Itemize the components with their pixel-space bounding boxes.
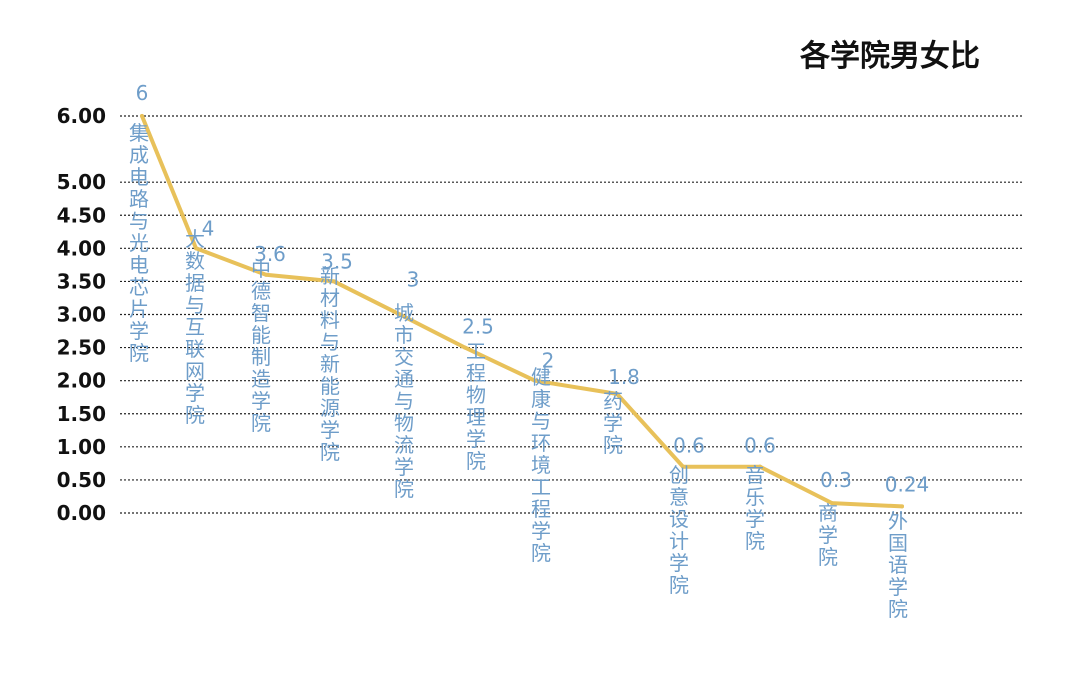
y-axis-ticks: 0.00 0.50 1.00 1.50 2.00 2.50 3.00 3.50 4.00 4.50… bbox=[57, 104, 106, 525]
data-label: 4 bbox=[202, 216, 215, 240]
y-tick-label: 2.50 bbox=[57, 336, 106, 360]
data-label: 3.6 bbox=[254, 242, 286, 266]
chart-title: 各学院男女比 bbox=[799, 39, 980, 74]
data-point bbox=[398, 312, 402, 317]
data-label: 2 bbox=[542, 349, 555, 373]
data-point bbox=[615, 391, 619, 396]
y-tick-label: 1.00 bbox=[57, 435, 106, 459]
data-point bbox=[681, 464, 685, 469]
data-point bbox=[194, 246, 198, 251]
category-label: 音乐学院 bbox=[745, 463, 765, 553]
data-label: 0.6 bbox=[673, 434, 705, 458]
y-tick-label: 0.50 bbox=[57, 468, 106, 492]
y-tick-label: 1.50 bbox=[57, 402, 106, 426]
y-tick-label: 6.00 bbox=[57, 104, 106, 128]
data-label: 3.5 bbox=[321, 249, 353, 273]
category-label: 创意设计学院 bbox=[669, 463, 689, 597]
data-point bbox=[140, 114, 144, 118]
data-label: 1.8 bbox=[608, 365, 640, 389]
data-labels: 6 4 3.6 3.5 3 2.5 2 1.8 0.6 0.6 0.3 0.24 bbox=[136, 81, 930, 496]
y-tick-label: 0.00 bbox=[57, 501, 106, 525]
y-tick-label: 4.50 bbox=[57, 203, 106, 227]
category-label: 外国语学院 bbox=[888, 509, 908, 621]
category-label: 商学院 bbox=[818, 501, 838, 569]
data-point bbox=[533, 378, 537, 383]
category-label: 城市交通与物流学院 bbox=[394, 301, 414, 501]
y-tick-label: 3.00 bbox=[57, 303, 106, 327]
data-label: 0.6 bbox=[744, 434, 776, 458]
category-labels: 集成电路与光电芯片学院 大数据与互联网学院 中德智能制造学院 新材料与新能源学院 城市交… bbox=[129, 121, 908, 621]
data-point bbox=[830, 501, 834, 506]
data-label: 6 bbox=[136, 81, 149, 105]
category-label: 药学院 bbox=[603, 389, 623, 457]
data-point bbox=[264, 272, 268, 277]
data-point bbox=[463, 345, 467, 350]
series-line bbox=[140, 114, 904, 509]
y-tick-label: 3.50 bbox=[57, 269, 106, 293]
y-tick-label: 4.00 bbox=[57, 236, 106, 260]
data-point bbox=[332, 279, 336, 284]
category-label: 新材料与新能源学院 bbox=[320, 264, 340, 464]
data-label: 0.3 bbox=[820, 468, 852, 492]
category-label: 集成电路与光电芯片学院 bbox=[129, 121, 149, 365]
category-label: 工程物理学院 bbox=[466, 339, 486, 473]
category-label: 大数据与互联网学院 bbox=[185, 227, 205, 427]
y-tick-label: 5.00 bbox=[57, 170, 106, 194]
data-label: 3 bbox=[407, 268, 420, 292]
data-point bbox=[758, 464, 762, 469]
data-label: 2.5 bbox=[462, 315, 494, 339]
y-tick-label: 2.00 bbox=[57, 369, 106, 393]
data-point bbox=[900, 504, 904, 509]
category-label: 中德智能制造学院 bbox=[251, 257, 271, 435]
category-label: 健康与环境工程学院 bbox=[531, 365, 551, 565]
data-label: 0.24 bbox=[885, 472, 930, 496]
series-line-layer bbox=[140, 114, 904, 509]
